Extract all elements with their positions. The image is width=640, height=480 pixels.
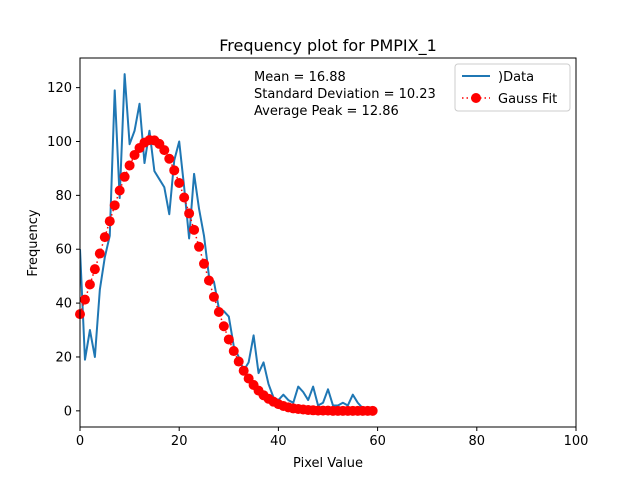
- fit-point: [129, 149, 140, 160]
- fit-point: [89, 264, 100, 275]
- data-series-line: [80, 73, 373, 412]
- fit-point: [169, 165, 180, 176]
- legend: )Data Gauss Fit: [454, 63, 571, 112]
- fit-point: [109, 200, 120, 211]
- fit-point: [114, 185, 125, 196]
- fit-point: [208, 291, 219, 302]
- fit-point: [218, 321, 229, 332]
- fit-point: [104, 216, 115, 227]
- peak-annotation: Average Peak = 12.86: [254, 104, 399, 119]
- fit-point: [194, 241, 205, 252]
- fit-point: [213, 306, 224, 317]
- x-tick-label: 80: [469, 434, 486, 449]
- legend-fit-marker: [471, 93, 481, 103]
- fit-point: [159, 145, 170, 156]
- fit-point: [238, 365, 249, 376]
- legend-fit-label: Gauss Fit: [498, 92, 557, 107]
- fit-point: [179, 192, 190, 203]
- mean-annotation: Mean = 16.88: [254, 70, 346, 85]
- legend-data-label: )Data: [498, 70, 534, 85]
- fit-point: [203, 275, 214, 286]
- chart-title: Frequency plot for PMPIX_1: [219, 36, 437, 56]
- fit-point: [189, 224, 200, 235]
- plot-frame: [79, 57, 577, 428]
- fit-point: [367, 405, 378, 416]
- std-annotation: Standard Deviation = 10.23: [254, 87, 436, 102]
- y-tick-label: 80: [55, 189, 72, 204]
- fit-point: [223, 334, 234, 345]
- fit-point: [184, 208, 195, 219]
- y-tick-label: 40: [55, 297, 72, 312]
- x-tick-label: 100: [564, 434, 589, 449]
- x-axis: 0 20 40 60 80 100: [76, 427, 589, 449]
- series-layer: [75, 73, 378, 416]
- fit-point: [228, 346, 239, 357]
- y-axis: 0 20 40 60 80 100 120: [47, 81, 80, 419]
- fit-point: [99, 232, 110, 243]
- fit-point: [119, 171, 130, 182]
- x-tick-label: 0: [76, 434, 84, 449]
- x-tick-label: 20: [171, 434, 188, 449]
- stats-annotation: Mean = 16.88 Standard Deviation = 10.23 …: [254, 70, 436, 119]
- y-tick-label: 100: [47, 135, 72, 150]
- fit-point: [79, 294, 90, 305]
- x-tick-label: 40: [270, 434, 287, 449]
- plot-background: [80, 58, 576, 427]
- y-tick-label: 120: [47, 81, 72, 96]
- x-axis-label: Pixel Value: [293, 456, 363, 471]
- y-tick-label: 0: [64, 404, 72, 419]
- y-axis-label: Frequency: [26, 209, 41, 276]
- y-tick-label: 60: [55, 243, 72, 258]
- fit-point: [164, 153, 175, 164]
- y-tick-label: 20: [55, 350, 72, 365]
- fit-point: [174, 177, 185, 188]
- fit-point: [124, 160, 135, 171]
- fit-point: [84, 279, 95, 290]
- fit-point: [94, 248, 105, 259]
- x-tick-label: 60: [369, 434, 386, 449]
- plot-area: [75, 57, 577, 428]
- fit-point: [233, 356, 244, 367]
- fit-point: [199, 258, 209, 269]
